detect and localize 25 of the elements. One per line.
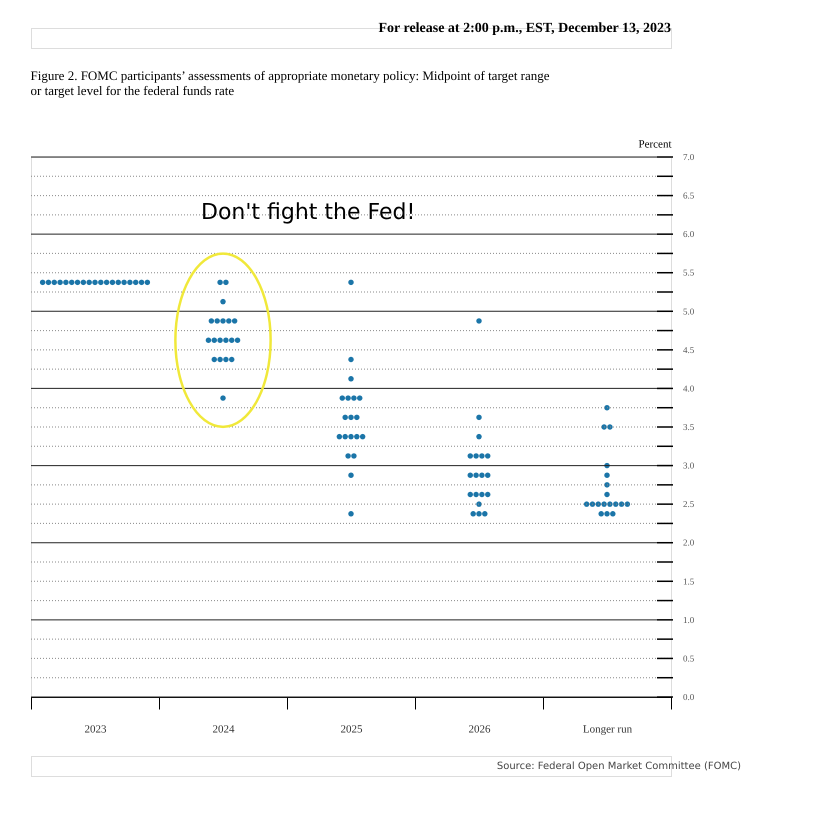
y-tick-label: 4.0 xyxy=(683,383,695,394)
y-tick-label: 0.5 xyxy=(683,653,695,664)
y-tick-label: 7.0 xyxy=(683,152,695,162)
x-tick-label: 2023 xyxy=(84,724,107,736)
y-tick-label: 1.5 xyxy=(683,576,695,586)
x-tick-label: Longer run xyxy=(582,724,633,736)
y-tick-label: 2.5 xyxy=(683,499,695,510)
annotation: Don't fight the Fed! xyxy=(201,200,416,225)
x-tick-label: 2026 xyxy=(468,724,491,736)
x-tick-label: 2024 xyxy=(212,724,235,736)
text: For release at 2:00 p.m., EST, December 13, 2023 xyxy=(378,21,671,36)
source-note: Source: Federal Open Market Committee (FOMC) xyxy=(496,761,742,772)
y-tick-label: 3.0 xyxy=(683,460,695,471)
y-axis-title: Percent xyxy=(638,138,672,150)
x-tick-label: 2025 xyxy=(340,724,363,736)
y-tick-label: 6.0 xyxy=(683,229,695,240)
y-tick-label: 5.5 xyxy=(683,268,695,278)
y-tick-label: 0.0 xyxy=(683,692,695,702)
y-tick-label: 6.5 xyxy=(683,190,695,201)
y-tick-label: 2.0 xyxy=(683,538,695,548)
y-tick-label: 3.5 xyxy=(683,422,695,432)
y-tick-label: 1.0 xyxy=(683,614,695,625)
y-tick-label: 4.5 xyxy=(683,344,695,355)
chart-title: Figure 2. FOMC participants’ assessments of appropriate monetary policy: Midpoint of target range or target level for the federal funds rate xyxy=(30,68,550,98)
y-tick-label: 5.0 xyxy=(683,306,695,316)
